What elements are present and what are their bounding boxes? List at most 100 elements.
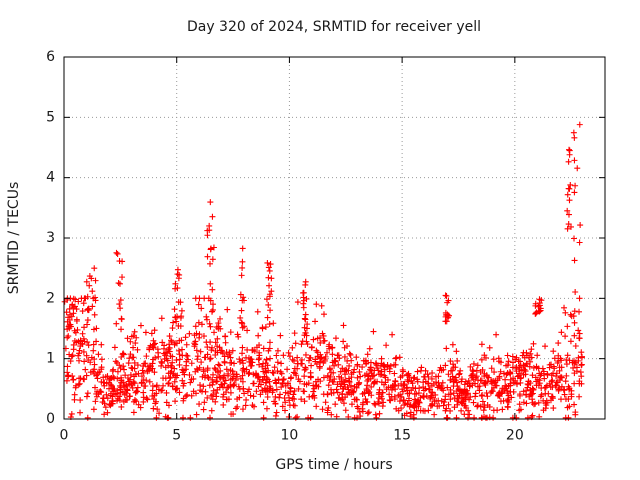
data-point — [391, 393, 398, 400]
data-point — [266, 321, 273, 328]
data-point — [376, 386, 383, 393]
data-point — [339, 390, 346, 397]
data-point — [488, 365, 495, 372]
data-point — [81, 376, 88, 383]
data-point — [443, 405, 450, 412]
data-point — [562, 414, 569, 421]
data-point — [188, 392, 195, 399]
data-point — [384, 362, 391, 369]
data-point — [328, 411, 335, 418]
data-point — [576, 335, 583, 342]
data-point — [344, 343, 351, 350]
data-point — [90, 406, 97, 413]
data-point — [387, 384, 394, 391]
data-point — [214, 335, 221, 342]
data-point — [117, 365, 124, 372]
data-point — [244, 346, 251, 353]
data-point — [277, 332, 284, 339]
data-point — [162, 349, 169, 356]
data-point — [387, 363, 394, 370]
data-point — [87, 369, 94, 376]
data-point — [551, 365, 558, 372]
data-point — [170, 319, 177, 326]
data-point — [76, 347, 83, 354]
data-point — [210, 244, 217, 251]
data-point — [483, 372, 490, 379]
data-point — [355, 381, 362, 388]
data-point — [570, 364, 577, 371]
data-point — [204, 394, 211, 401]
data-point — [122, 372, 129, 379]
data-point — [280, 376, 287, 383]
data-point — [523, 387, 530, 394]
data-point — [492, 382, 499, 389]
data-point — [318, 354, 325, 361]
data-point — [220, 391, 227, 398]
data-point — [121, 391, 128, 398]
data-point — [496, 373, 503, 380]
data-point — [207, 355, 214, 362]
data-point — [73, 317, 80, 324]
data-point — [362, 358, 369, 365]
data-point — [172, 398, 179, 405]
data-point — [206, 320, 213, 327]
data-point — [89, 303, 96, 310]
data-point — [541, 375, 548, 382]
data-point — [215, 361, 222, 368]
data-point — [250, 393, 257, 400]
data-point — [152, 400, 159, 407]
data-point — [386, 397, 393, 404]
data-point — [529, 390, 536, 397]
data-point — [362, 396, 369, 403]
data-point — [284, 366, 291, 373]
data-point — [114, 368, 121, 375]
data-point — [481, 352, 488, 359]
data-point — [404, 371, 411, 378]
data-point — [522, 368, 529, 375]
data-point — [179, 377, 186, 384]
data-point — [237, 314, 244, 321]
data-point — [538, 370, 545, 377]
data-point — [117, 297, 124, 304]
data-point — [494, 377, 501, 384]
data-point — [381, 381, 388, 388]
data-point — [457, 367, 464, 374]
data-point — [376, 371, 383, 378]
data-point — [322, 399, 329, 406]
data-point — [367, 375, 374, 382]
x-tick-labels: 0 5 10 15 20 — [60, 428, 524, 444]
data-point — [161, 342, 168, 349]
data-point — [200, 368, 207, 375]
data-point — [144, 396, 151, 403]
data-point — [201, 399, 208, 406]
data-point — [290, 402, 297, 409]
data-point — [310, 388, 317, 395]
data-point — [204, 253, 211, 260]
data-point — [108, 382, 115, 389]
data-point — [459, 400, 466, 407]
data-point — [495, 355, 502, 362]
data-point — [166, 375, 173, 382]
data-point — [490, 407, 497, 414]
data-point — [222, 339, 229, 346]
data-point — [301, 373, 308, 380]
data-point — [236, 356, 243, 363]
data-point — [137, 322, 144, 329]
data-point — [310, 336, 317, 343]
data-point — [209, 256, 216, 263]
data-point — [291, 387, 298, 394]
data-point — [198, 321, 205, 328]
data-point — [92, 384, 99, 391]
data-point — [454, 357, 461, 364]
data-point — [331, 362, 338, 369]
data-point — [222, 377, 229, 384]
data-point — [204, 344, 211, 351]
data-point — [524, 380, 531, 387]
data-point — [554, 379, 561, 386]
data-point — [89, 288, 96, 295]
data-point — [576, 121, 583, 128]
data-point — [311, 385, 318, 392]
data-point — [246, 358, 253, 365]
data-point — [271, 398, 278, 405]
data-point — [337, 383, 344, 390]
